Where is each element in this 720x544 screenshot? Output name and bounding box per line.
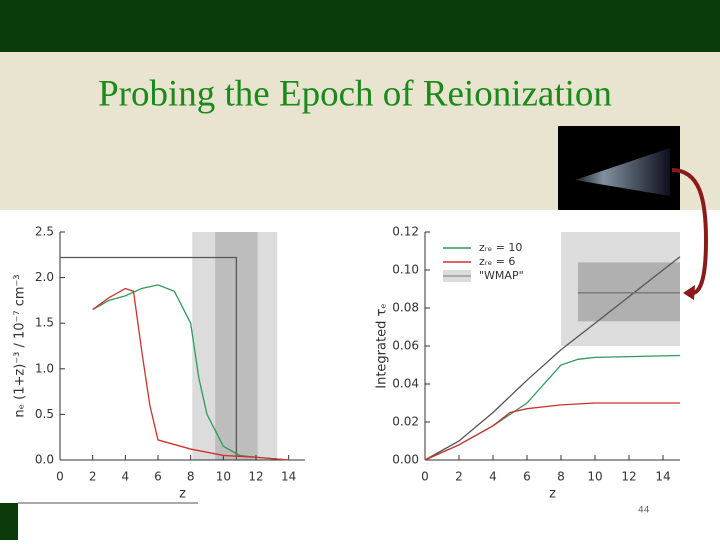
y-axis-label: nₑ (1+z)⁻³ / 10⁻⁷ cm⁻³ xyxy=(13,274,28,417)
legend-label: zᵣₑ = 6 xyxy=(479,255,515,268)
line-series xyxy=(424,256,681,461)
x-tick-label: 14 xyxy=(281,470,296,484)
y-tick-label: 2.5 xyxy=(35,225,54,239)
y-tick-label: 1.5 xyxy=(35,316,54,330)
x-tick-label: 2 xyxy=(89,470,97,484)
x-tick-label: 12 xyxy=(248,470,263,484)
y-tick-label: 0.12 xyxy=(392,225,419,239)
x-tick-label: 8 xyxy=(557,470,565,484)
y-tick-label: 2.0 xyxy=(35,270,54,284)
x-tick-label: 6 xyxy=(154,470,162,484)
x-tick-label: 12 xyxy=(621,470,636,484)
arrow-head xyxy=(683,285,695,300)
y-tick-label: 0.0 xyxy=(35,453,54,467)
top-bar xyxy=(0,0,720,52)
line-series xyxy=(60,256,238,460)
y-tick-label: 0.08 xyxy=(392,301,419,315)
cosmic-image-cone xyxy=(575,148,670,196)
y-tick-label: 0.00 xyxy=(392,453,419,467)
footer-block xyxy=(0,503,18,540)
x-tick-label: 8 xyxy=(187,470,195,484)
x-tick-label: 14 xyxy=(655,470,670,484)
line-series xyxy=(92,287,289,461)
y-tick-label: 0.04 xyxy=(392,377,419,391)
x-tick-label: 6 xyxy=(523,470,531,484)
x-tick-label: 10 xyxy=(216,470,231,484)
x-axis-label: z xyxy=(179,487,186,502)
band xyxy=(578,262,680,322)
x-tick-label: 2 xyxy=(455,470,463,484)
x-tick-label: 0 xyxy=(421,470,429,484)
y-tick-label: 0.10 xyxy=(392,263,419,277)
y-axis-label: Integrated τₑ xyxy=(375,303,390,388)
slide-title: Probing the Epoch of Reionization xyxy=(98,73,612,114)
x-tick-label: 4 xyxy=(122,470,130,484)
arrow xyxy=(671,168,709,296)
x-axis-label: z xyxy=(549,487,556,502)
legend-label: zᵣₑ = 10 xyxy=(479,241,522,254)
line-series xyxy=(424,402,680,461)
y-tick-label: 0.02 xyxy=(392,415,419,429)
y-tick-label: 1.0 xyxy=(35,361,54,375)
page-number: 44 xyxy=(638,506,650,516)
x-tick-label: 10 xyxy=(587,470,602,484)
y-tick-label: 0.5 xyxy=(35,407,54,421)
line-series xyxy=(92,284,289,461)
x-tick-label: 4 xyxy=(489,470,497,484)
x-tick-label: 0 xyxy=(56,470,64,484)
y-tick-label: 0.06 xyxy=(392,339,419,353)
legend-label: "WMAP" xyxy=(479,269,524,282)
